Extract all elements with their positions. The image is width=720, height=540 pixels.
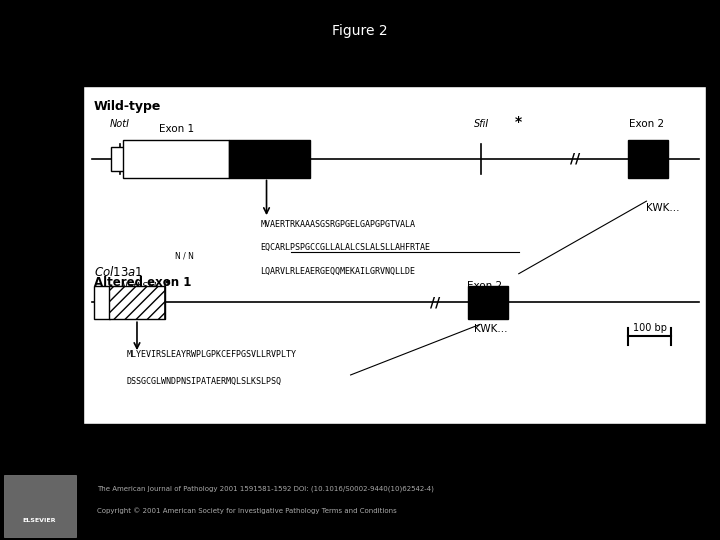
Bar [4, 475, 76, 537]
Text: EQCARLPSPGCCGLLALALCSLALSLLAHFRTAE: EQCARLPSPGCCGLLALALCSLALSLLAHFRTAE [261, 244, 431, 252]
Bar [83, 86, 706, 424]
Text: NotI: NotI [110, 119, 130, 129]
Text: Exon 1: Exon 1 [158, 124, 194, 134]
Text: *: * [516, 114, 522, 129]
Bar [468, 286, 508, 319]
Bar [111, 147, 130, 171]
Text: MVAERTRKAAASGSRGPGELGAPGPGTVALA: MVAERTRKAAASGSRGPGELGAPGPGTVALA [261, 220, 415, 229]
Text: MLYEVIRSLEAYRWPLGPKCEFPGSVLLRVPLTY: MLYEVIRSLEAYRWPLGPKCEFPGSVLLRVPLTY [127, 350, 297, 359]
Text: ELSEVIER: ELSEVIER [23, 518, 56, 523]
Bar [229, 140, 310, 178]
Text: Exon 2: Exon 2 [467, 281, 502, 291]
Text: NotI SfiI: NotI SfiI [121, 281, 156, 291]
Text: 100 bp: 100 bp [633, 322, 667, 333]
Text: KWK...: KWK... [474, 325, 508, 334]
Bar [123, 140, 229, 178]
Text: Copyright © 2001 American Society for Investigative Pathology Terms and Conditio: Copyright © 2001 American Society for In… [97, 507, 397, 514]
Text: DSSGCGLWNDPNSIPATAERMQLSLKSLPSQ: DSSGCGLWNDPNSIPATAERMQLSLKSLPSQ [127, 377, 282, 386]
Bar [94, 286, 109, 319]
Bar [628, 140, 668, 178]
Text: Wild-type: Wild-type [94, 100, 161, 113]
Text: Figure 2: Figure 2 [332, 24, 388, 38]
Text: Exon 2: Exon 2 [629, 119, 664, 129]
Bar [109, 286, 165, 319]
Text: N / N: N / N [175, 251, 194, 260]
Text: //: // [570, 152, 580, 166]
Text: The American Journal of Pathology 2001 1591581-1592 DOI: (10.1016/S0002-9440(10): The American Journal of Pathology 2001 1… [97, 485, 434, 492]
Text: *: * [163, 278, 170, 291]
Text: //: // [430, 295, 440, 309]
Text: Altered exon 1: Altered exon 1 [94, 276, 192, 289]
Text: SfiI: SfiI [474, 119, 489, 129]
Text: $\it{Col13a1}$: $\it{Col13a1}$ [94, 265, 143, 279]
Text: KWK...: KWK... [647, 203, 680, 213]
Text: LQARVLRLEAERGEQQMEKAILGRVNQLLDE: LQARVLRLEAERGEQQMEKAILGRVNQLLDE [261, 267, 415, 276]
